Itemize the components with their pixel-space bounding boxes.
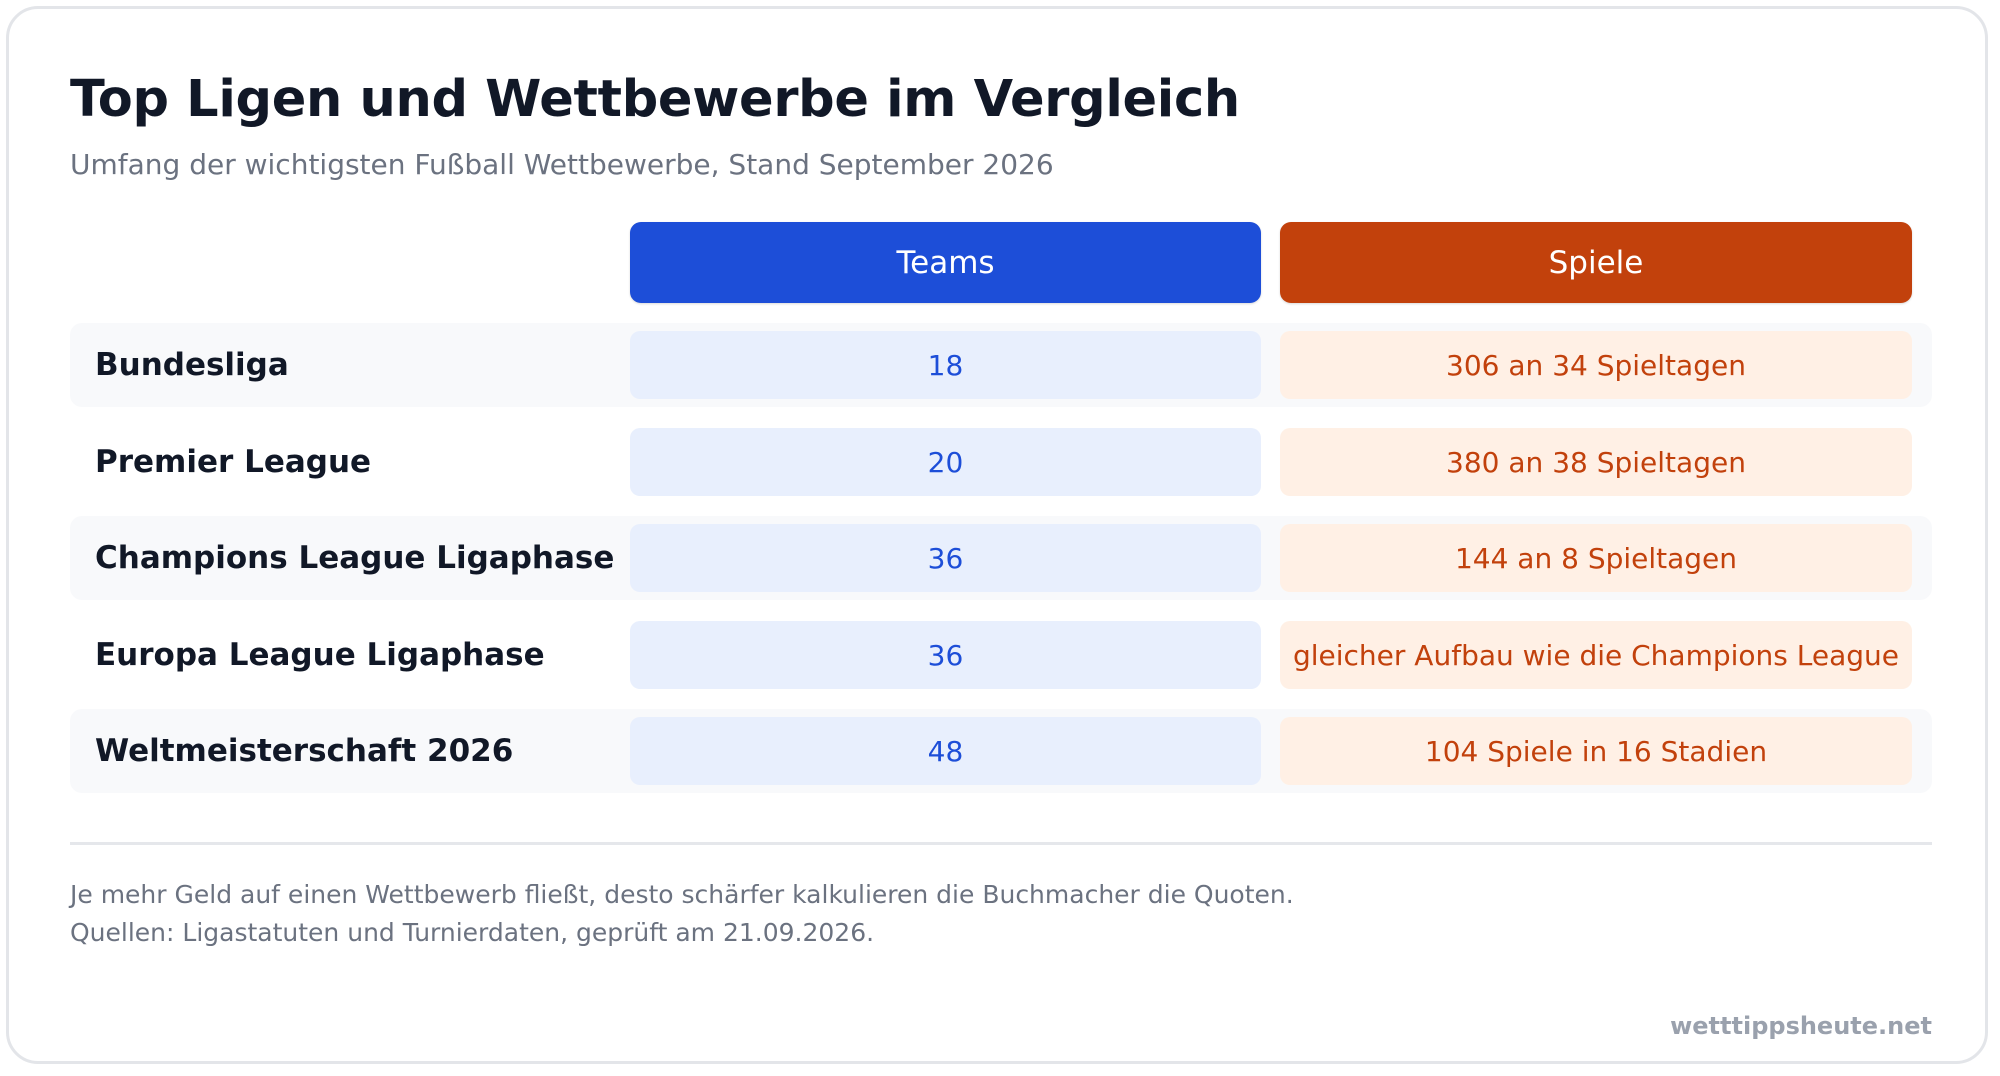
teams-cell: 36 — [630, 524, 1261, 592]
teams-cell: 36 — [630, 621, 1261, 689]
teams-cell: 20 — [630, 428, 1261, 496]
column-header-teams: Teams — [630, 222, 1261, 303]
row-label: Weltmeisterschaft 2026 — [95, 733, 514, 769]
row-label: Bundesliga — [95, 347, 289, 383]
row-label: Champions League Ligaphase — [95, 540, 615, 576]
chart-title: Top Ligen und Wettbewerbe im Vergleich — [70, 70, 1240, 129]
column-header-spiele: Spiele — [1280, 222, 1912, 303]
chart-subtitle: Umfang der wichtigsten Fußball Wettbewer… — [70, 148, 1054, 181]
teams-cell: 48 — [630, 717, 1261, 785]
row-label: Europa League Ligaphase — [95, 637, 545, 673]
row-label: Premier League — [95, 444, 372, 480]
spiele-cell: gleicher Aufbau wie die Champions League — [1280, 621, 1912, 689]
source-note: Quellen: Ligastatuten und Turnierdaten, … — [70, 918, 875, 947]
spiele-cell: 306 an 34 Spieltagen — [1280, 331, 1912, 399]
footnote: Je mehr Geld auf einen Wettbewerb fließt… — [70, 880, 1294, 909]
footer-divider — [70, 842, 1932, 845]
brand-label: wetttippsheute.net — [1670, 1012, 1932, 1040]
teams-cell: 18 — [630, 331, 1261, 399]
spiele-cell: 380 an 38 Spieltagen — [1280, 428, 1912, 496]
spiele-cell: 104 Spiele in 16 Stadien — [1280, 717, 1912, 785]
spiele-cell: 144 an 8 Spieltagen — [1280, 524, 1912, 592]
